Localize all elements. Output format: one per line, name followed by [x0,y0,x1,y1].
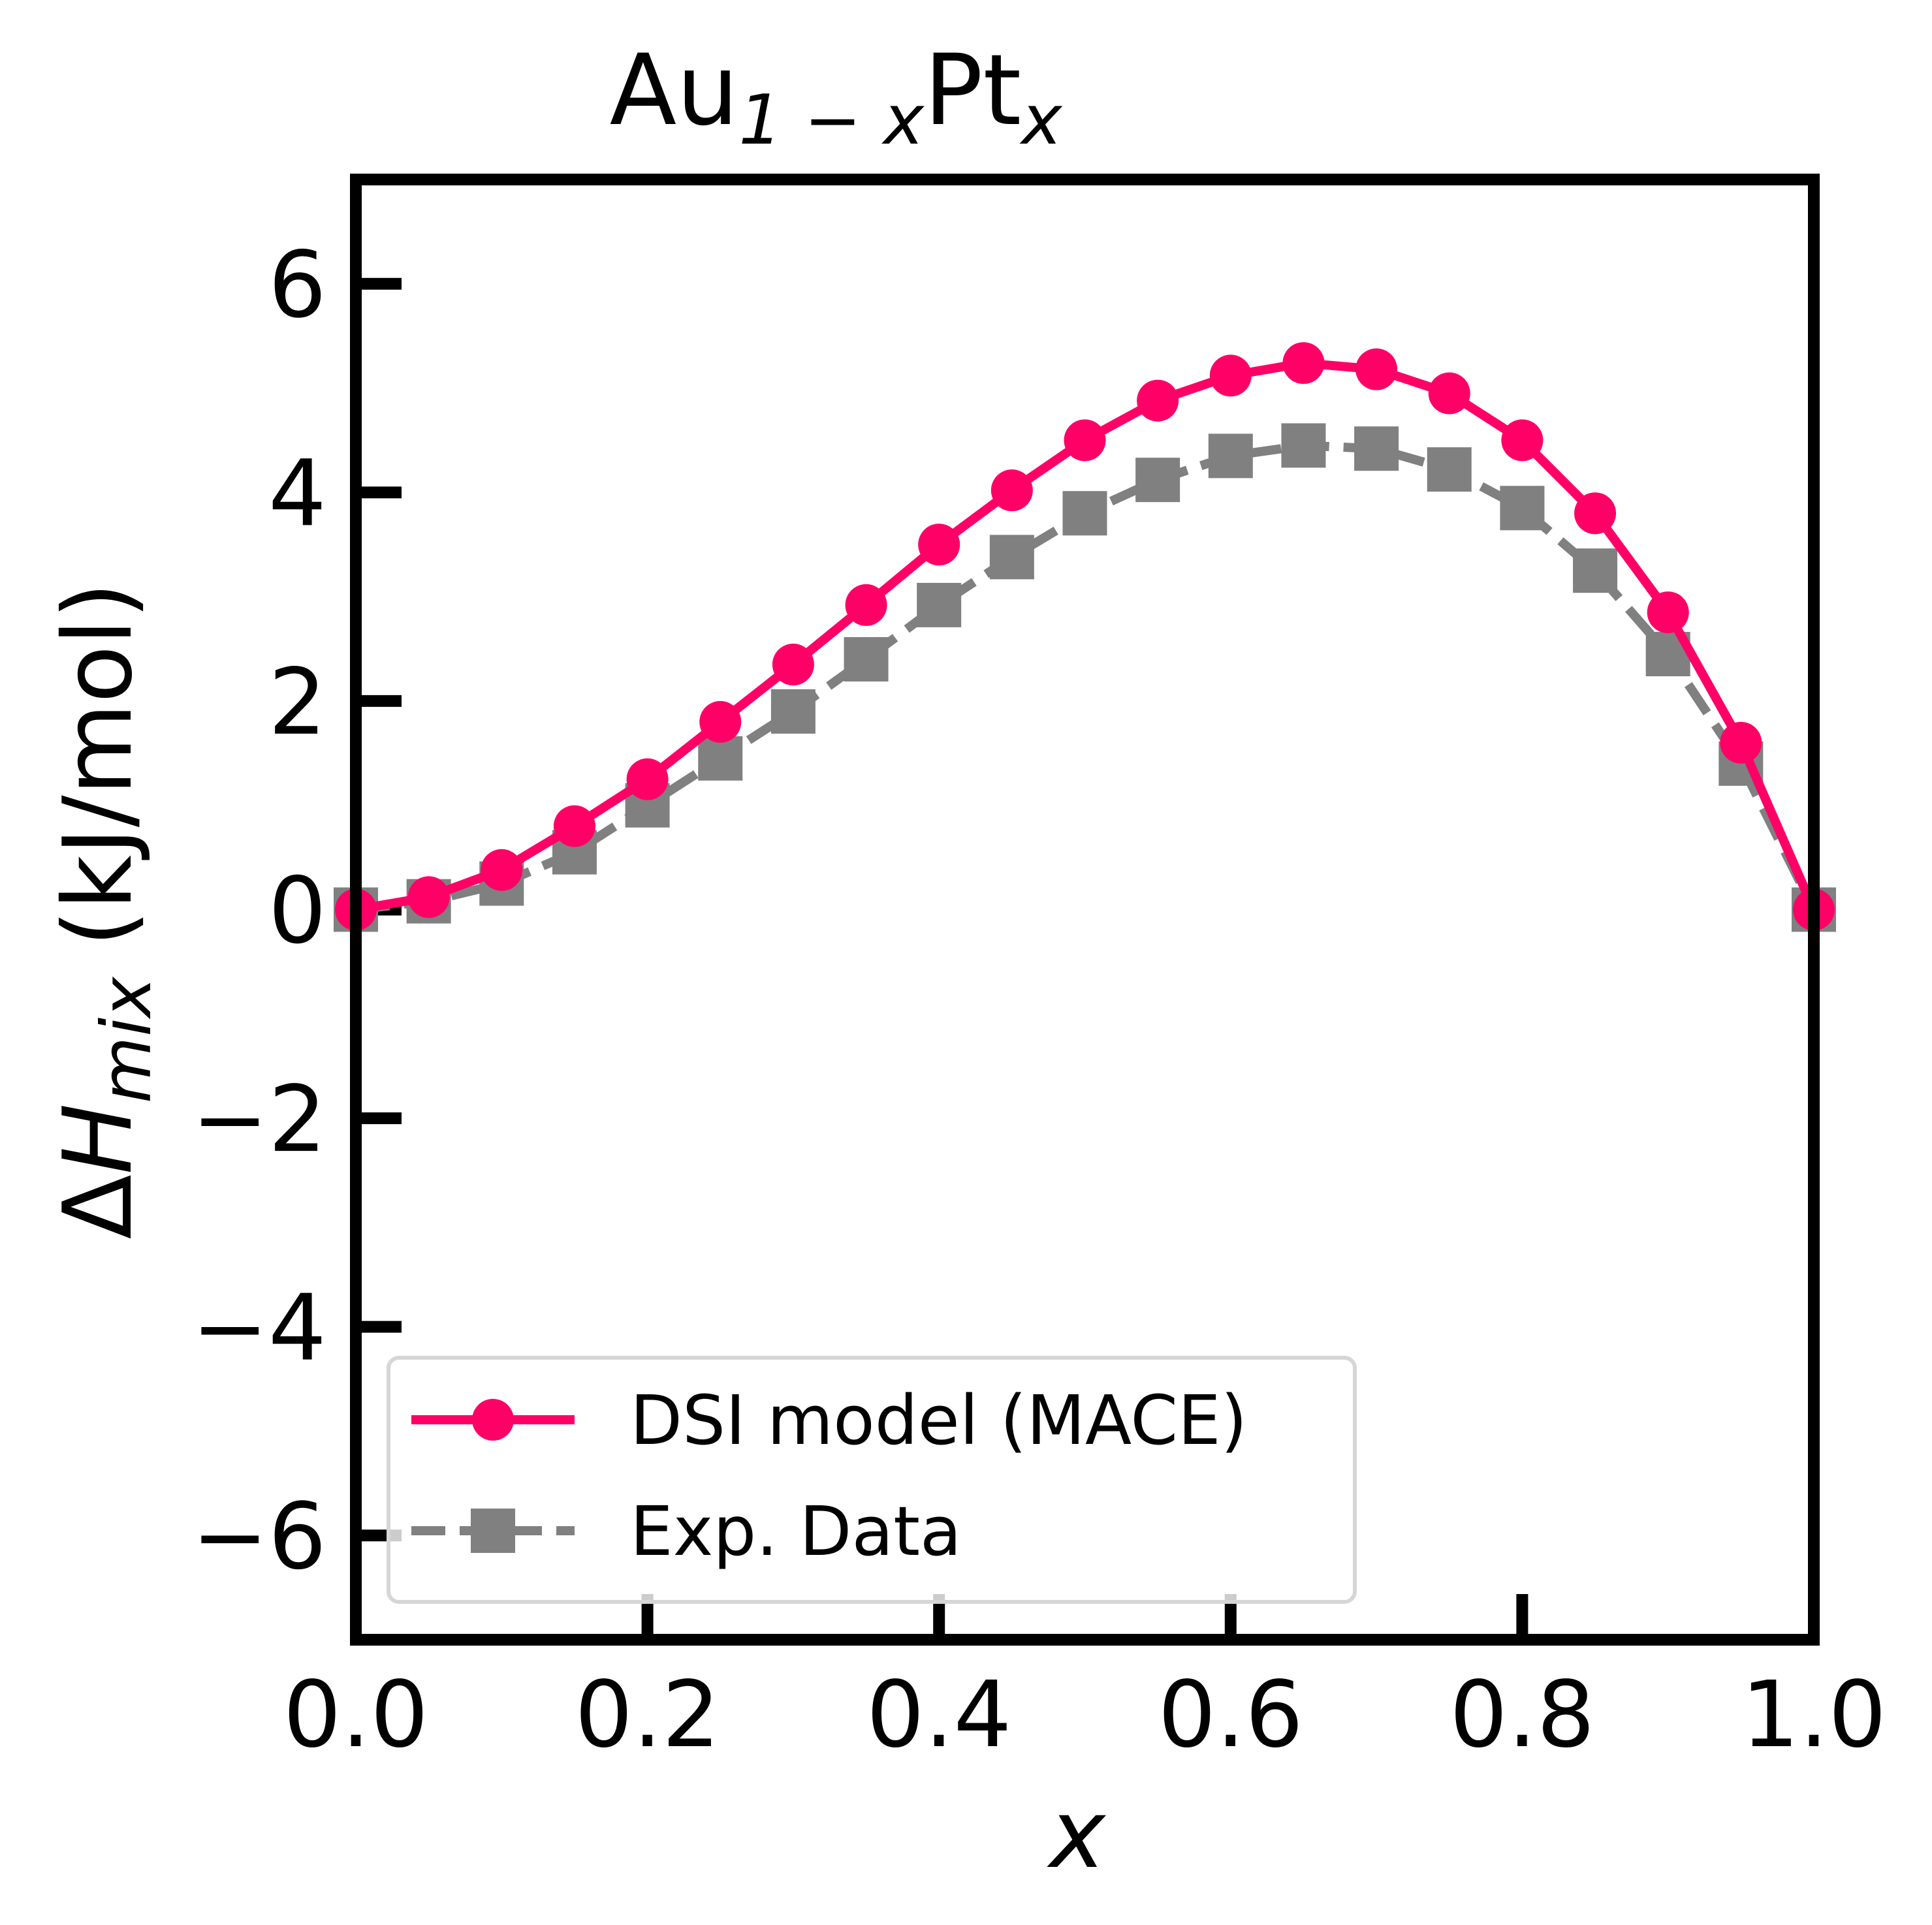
data-point-dsi [1064,419,1106,462]
data-point-exp [1208,433,1253,478]
y-tick-label: −4 [192,1276,326,1382]
data-point-exp [770,689,816,734]
legend-marker-dsi [472,1399,514,1441]
data-point-dsi [918,524,960,566]
data-point-dsi [1647,591,1689,634]
data-point-exp [1062,491,1107,536]
data-point-exp [917,582,962,627]
legend-marker-exp [471,1509,515,1553]
y-tick-label: 2 [268,649,326,756]
legend-box [387,1356,1357,1604]
chart-title: Au1 − xPtx [610,34,1064,160]
title-au: Au [610,34,739,148]
y-tick-label: −2 [192,1067,326,1173]
legend: DSI model (MACE) Exp. Data [387,1356,1357,1604]
title-au-sub: 1 − x [738,80,925,160]
data-point-dsi [407,876,450,918]
ylabel-sub: mix [87,976,166,1103]
plot-frame [350,174,1820,1646]
data-point-dsi [845,584,887,626]
data-point-exp [1281,423,1326,468]
y-tick-label: 6 [268,232,326,339]
x-axis-label: x [1047,1779,1107,1890]
data-point-exp [1573,548,1618,593]
data-point-dsi [1137,379,1179,422]
data-point-dsi [990,469,1033,512]
data-point-dsi [1574,492,1617,535]
title-pt: Pt [924,34,1021,148]
x-tick-label: 1.0 [1741,1662,1887,1768]
data-point-dsi [1282,342,1325,384]
data-point-exp [1135,458,1180,503]
data-point-dsi [1720,721,1762,764]
data-point-dsi [553,805,595,847]
data-point-dsi [626,758,669,800]
data-point-exp [844,637,889,682]
data-point-dsi [1428,372,1470,415]
ylabel-h: H [43,1103,153,1174]
series-layer [334,342,1836,932]
y-axis-label: ΔHmix (kJ/mol) [43,582,166,1240]
x-tick-label: 0.8 [1449,1662,1595,1768]
title-pt-sub: x [1019,80,1063,160]
data-point-exp [1427,447,1472,492]
ylabel-units: (kJ/mol) [43,582,153,977]
x-tick-label: 0.4 [866,1662,1012,1768]
data-point-dsi [481,849,523,891]
y-tick-label: −6 [192,1484,326,1590]
y-tick-label: 4 [268,441,326,547]
x-tick-label: 0.2 [575,1662,720,1768]
tick-layer: 0.0 0.2 0.4 0.6 0.8 1.0 −6 −4 −2 0 2 4 6 [192,232,1887,1768]
y-tick-label: 0 [268,858,326,965]
data-point-exp [698,736,743,781]
data-point-exp [1354,426,1399,471]
data-point-exp [1500,486,1545,531]
data-point-dsi [772,644,814,686]
data-point-dsi [699,700,742,743]
data-point-dsi [1501,419,1544,462]
legend-label-exp: Exp. Data [630,1492,962,1571]
x-tick-label: 0.6 [1158,1662,1303,1768]
x-tick-label: 0.0 [283,1662,429,1768]
data-point-exp [989,535,1034,580]
data-point-dsi [1355,348,1398,390]
ylabel-delta: Δ [43,1174,153,1239]
data-point-dsi [1209,354,1252,397]
legend-label-dsi: DSI model (MACE) [630,1381,1247,1460]
